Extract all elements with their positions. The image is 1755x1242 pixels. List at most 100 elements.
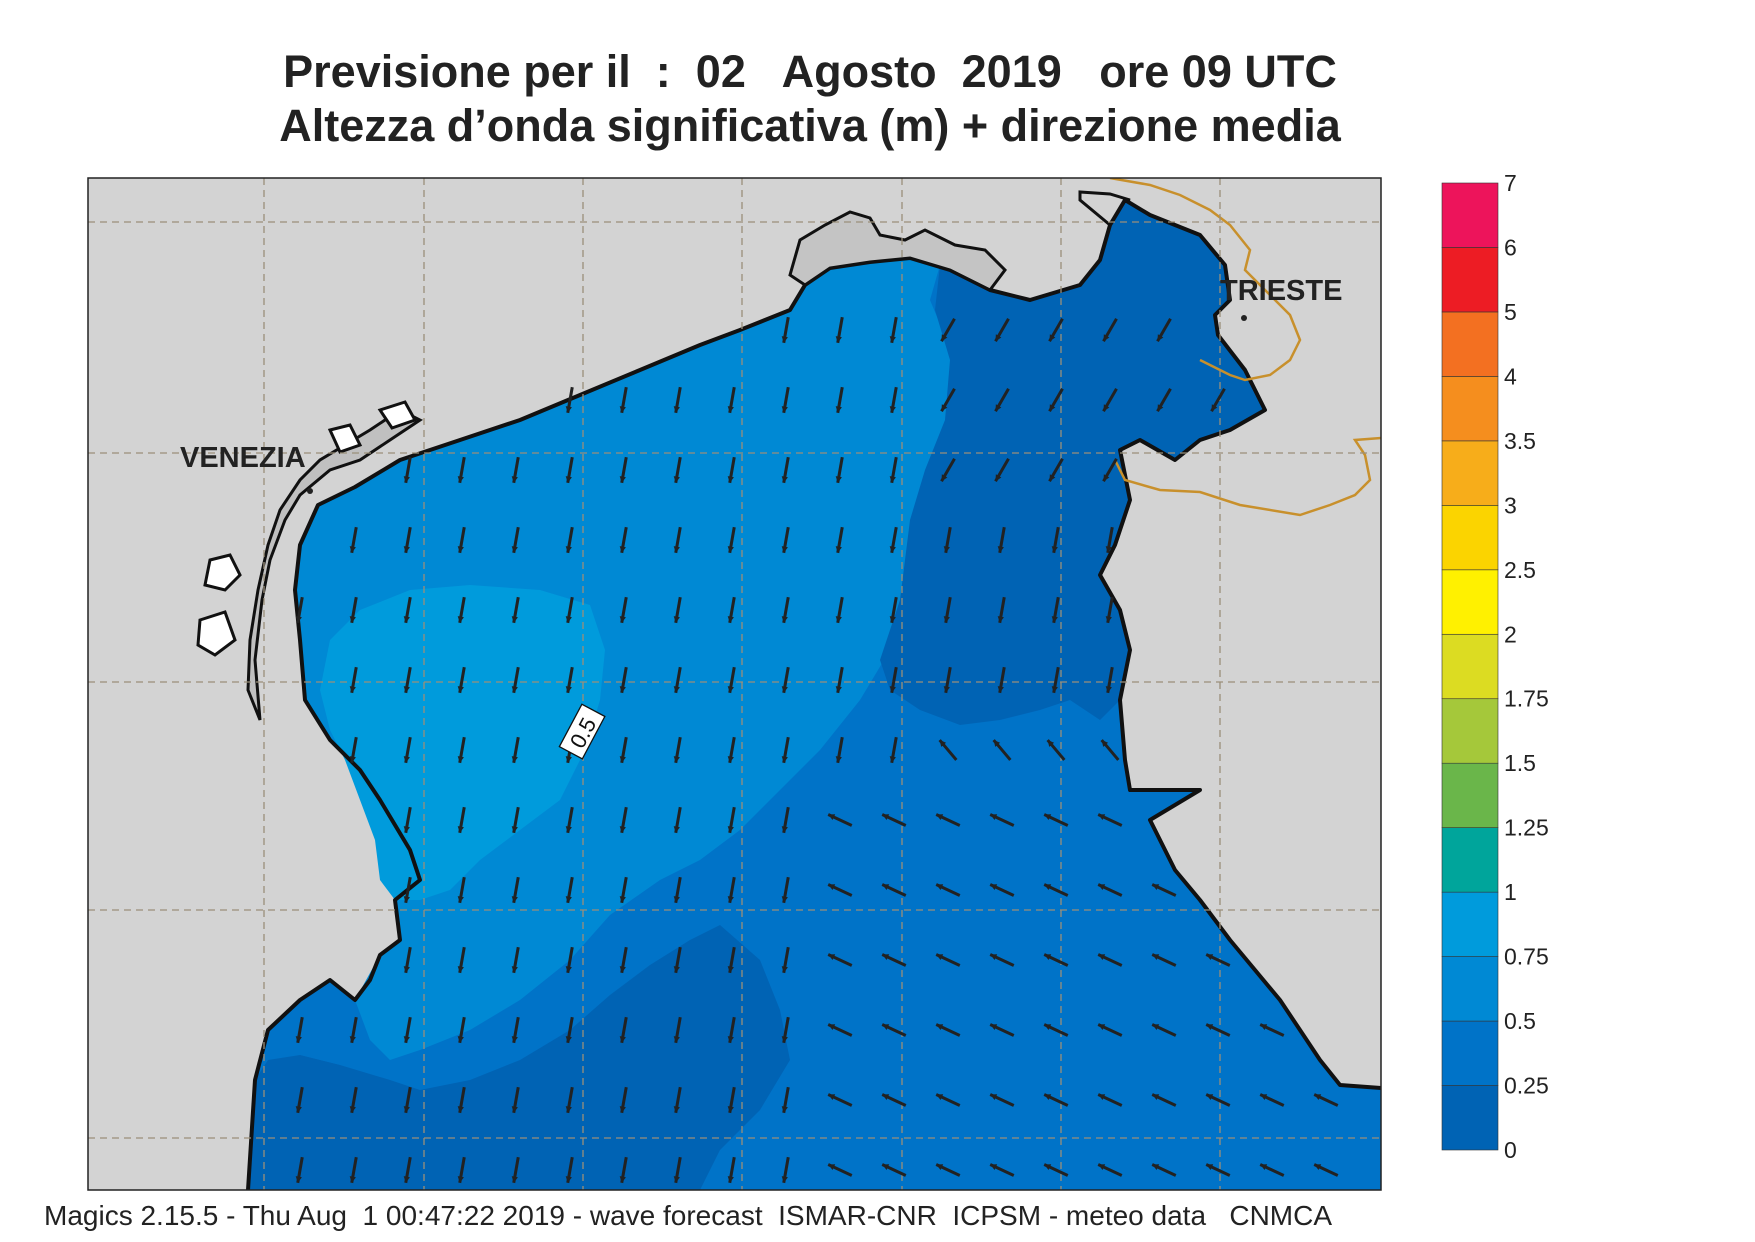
wave-direction-arrows [295,316,1339,1184]
arrow-head [995,474,1002,482]
arrow-head [781,546,788,553]
arrow-head [835,756,842,763]
arrow-head [565,406,572,413]
arrow-head [828,954,836,961]
arrow-head [565,966,572,973]
arrow-head [727,406,734,413]
arrow-head [403,1106,410,1113]
legend-swatch [1441,1020,1499,1086]
arrow-head [1206,1024,1214,1031]
arrow-head [1152,884,1160,891]
arrow-head [1152,1024,1160,1031]
arrow-head [457,1036,464,1043]
arrow-head [882,814,890,821]
arrow-head [1098,954,1106,961]
arrow-head [349,546,356,553]
arrow-head [403,546,410,553]
arrow-head [457,616,464,623]
trieste-gulf-coast [1078,190,1131,227]
arrow-head [889,476,896,483]
arrow-head [727,896,734,903]
arrow-head [565,1106,572,1113]
arrow-head [781,1106,788,1113]
legend-swatch [1441,698,1499,764]
legend-label: 6 [1504,234,1517,260]
arrow-head [727,966,734,973]
arrow-head [511,686,518,693]
arrow-head [673,476,680,483]
arrow-head [673,1176,680,1183]
arrow-head [565,616,572,623]
arrow-head [1152,1094,1160,1101]
legend-swatch [1441,311,1499,377]
arrow-head [943,686,950,693]
arrow-head [835,336,842,343]
arrow-head [1044,954,1052,961]
arrow-head [457,826,464,833]
arrow-head [995,404,1002,412]
arrow-head [673,686,680,693]
arrow-head [835,546,842,553]
arrow-head [882,954,890,961]
arrow-head [990,814,998,821]
arrow-head [349,1036,356,1043]
legend-label: 0.75 [1504,944,1549,970]
arrow-head [403,476,410,483]
arrow-head [1098,1024,1106,1031]
arrow-head [936,1024,944,1031]
sea-band-0-025-south [248,925,790,1190]
arrow-head [403,1036,410,1043]
arrow-head [403,616,410,623]
arrow-head [1049,404,1056,412]
arrow-head [457,896,464,903]
arrow-head [727,686,734,693]
legend-label: 4 [1504,363,1517,389]
arrow-head [457,546,464,553]
arrow-head [943,616,950,623]
legend-swatch [1441,182,1499,248]
arrow-head [828,814,836,821]
legend-label: 2.5 [1504,557,1536,583]
title-line-2: Altezza d’onda significativa (m) + direz… [279,100,1341,151]
lagoon-islands [196,400,418,657]
arrow-head [1314,1094,1322,1101]
arrow-head [673,826,680,833]
arrow-head [781,1036,788,1043]
map-frame [87,177,1382,1191]
arrow-head [511,966,518,973]
arrow-head [619,1106,626,1113]
arrow-head [727,1176,734,1183]
arrow-head [889,616,896,623]
arrow-head [1105,546,1112,553]
arrow-head [1103,334,1110,342]
arrow-head [889,756,896,763]
arrow-head [619,1176,626,1183]
arrow-head [835,406,842,413]
arrow-head [1103,474,1110,482]
arrow-head [889,546,896,553]
arrow-head [936,1094,944,1101]
arrow-head [1051,686,1058,693]
arrow-head [673,756,680,763]
arrow-head [1206,1164,1214,1171]
arrow-head [511,896,518,903]
arrow-head [1206,954,1214,961]
arrow-head [727,756,734,763]
arrow-head [781,686,788,693]
legend-swatch [1441,827,1499,893]
arrow-head [889,336,896,343]
arrow-head [1105,686,1112,693]
arrow-head [882,1164,890,1171]
arrow-head [619,756,626,763]
arrow-head [1044,1024,1052,1031]
arrow-head [990,1094,998,1101]
arrow-head [511,826,518,833]
arrow-head [457,686,464,693]
arrow-head [619,406,626,413]
arrow-head [1098,1094,1106,1101]
arrow-head [511,546,518,553]
legend-swatch [1441,440,1499,506]
legend-label: 1 [1504,879,1517,905]
arrow-head [403,1176,410,1183]
arrow-head [990,1024,998,1031]
